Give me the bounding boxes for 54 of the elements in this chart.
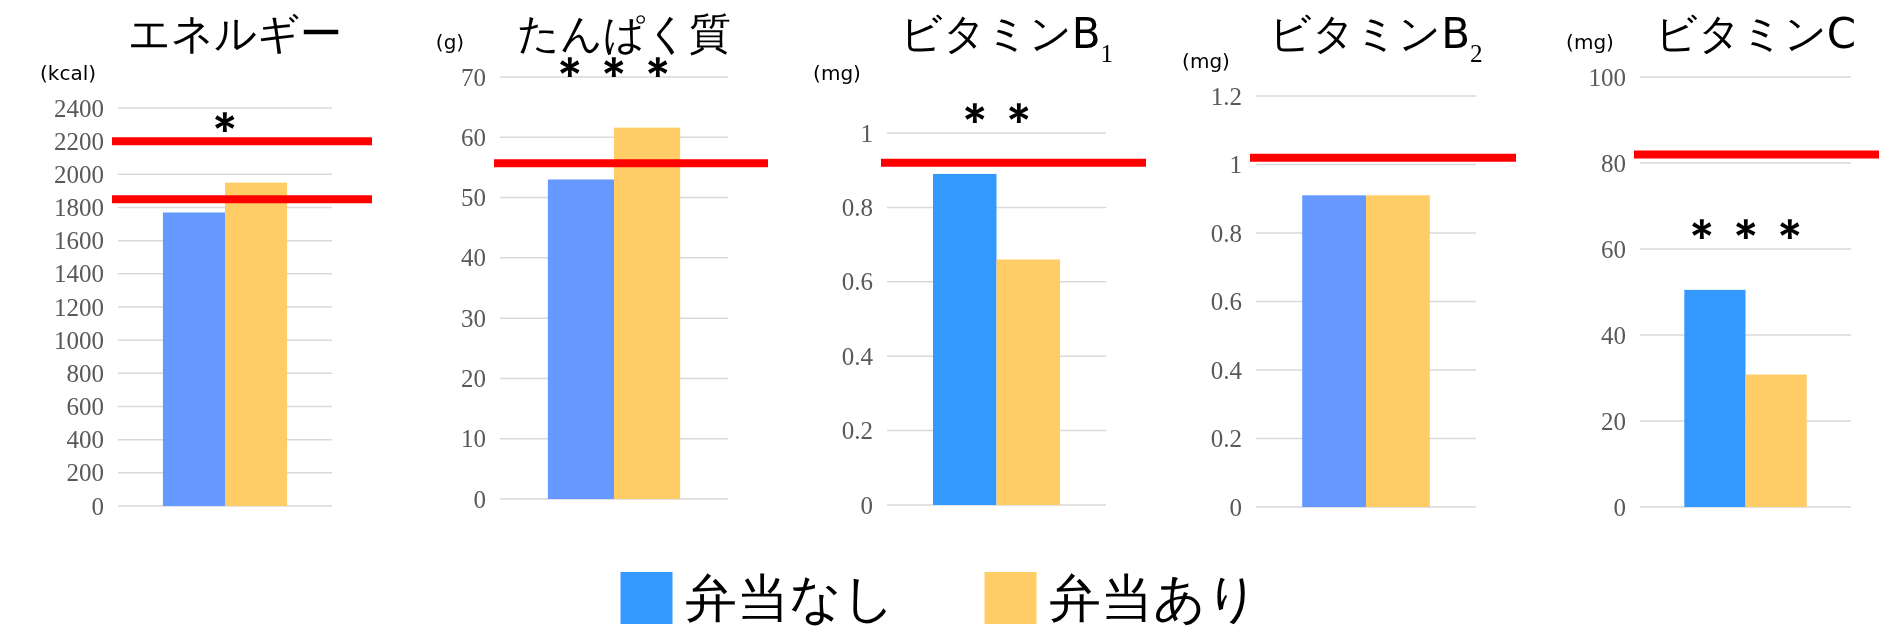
y-tick-label: 50 (461, 184, 486, 212)
y-tick-label: 0 (473, 485, 486, 513)
y-tick-label: 0 (1229, 493, 1242, 521)
chart-title: ビタミンB$_{1}$ (899, 9, 1114, 67)
y-tick-label: 0.2 (841, 417, 873, 445)
y-tick-label: 1 (1229, 151, 1242, 178)
legend-label: 弁当あり (1048, 568, 1259, 628)
annotation: ＊ (203, 102, 247, 154)
y-axis-title: (kcal) (40, 61, 96, 85)
y-tick-label: 70 (461, 63, 486, 91)
y-tick-label: 0.8 (841, 193, 873, 221)
chart-title: ビタミンC (1654, 9, 1857, 58)
y-tick-label: 1000 (54, 326, 104, 354)
y-tick-label: 0.2 (1210, 425, 1242, 452)
y-tick-label: 10 (461, 425, 486, 453)
y-tick-label: 1400 (54, 260, 104, 288)
y-tick-label: 1600 (54, 227, 104, 255)
y-tick-label: 800 (66, 359, 104, 387)
chart-title: エネルギー (128, 9, 342, 58)
y-tick-label: 0 (1613, 493, 1626, 521)
y-tick-label: 2000 (54, 160, 104, 188)
y-tick-label: 20 (461, 364, 486, 392)
y-tick-label: 20 (1601, 407, 1626, 435)
legend-label: 弁当なし (684, 568, 895, 628)
annotation: ＊＊＊ (1679, 209, 1812, 261)
y-tick-label: 1 (860, 119, 873, 147)
y-tick-label: 40 (1601, 321, 1626, 349)
y-tick-label: 0.4 (1210, 356, 1243, 384)
y-tick-label: 1800 (54, 194, 104, 221)
y-tick-label: 400 (66, 426, 104, 454)
y-tick-label: 60 (1601, 235, 1626, 263)
y-tick-label: 0 (91, 492, 104, 520)
y-tick-label: 0.6 (1210, 288, 1242, 315)
y-axis-title: (mg) (1182, 49, 1230, 73)
y-tick-label: 1.2 (1210, 82, 1242, 110)
y-axis-title: (mg) (813, 61, 861, 85)
y-tick-label: 1200 (54, 293, 104, 321)
chart-title: ビタミンB$_{2}$ (1269, 9, 1483, 67)
y-axis-title: (g) (435, 30, 465, 54)
y-tick-label: 0.6 (841, 268, 873, 296)
y-tick-label: 80 (1601, 149, 1626, 177)
y-tick-label: 2400 (54, 94, 104, 122)
y-tick-label: 40 (461, 244, 486, 272)
y-tick-label: 600 (66, 393, 104, 420)
y-tick-label: 2200 (54, 127, 104, 155)
y-tick-label: 0 (860, 491, 873, 519)
y-tick-label: 60 (461, 123, 486, 151)
y-axis-title: (mg) (1566, 30, 1614, 54)
y-tick-label: 0.4 (841, 342, 874, 370)
y-tick-label: 100 (1588, 63, 1626, 91)
y-tick-label: 200 (66, 459, 104, 487)
y-tick-label: 0.8 (1210, 219, 1242, 247)
y-tick-label: 30 (461, 304, 486, 332)
annotation: ＊＊ (952, 93, 1041, 145)
